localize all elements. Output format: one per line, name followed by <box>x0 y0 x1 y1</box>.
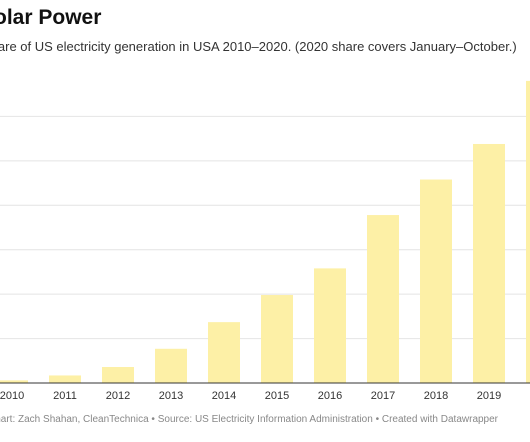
chart-footer: Chart: Zach Shahan, CleanTechnica • Sour… <box>0 414 499 425</box>
chart-title: Solar Power <box>0 6 102 29</box>
x-tick-label: 2019 <box>477 390 501 402</box>
x-tick-label: 2017 <box>371 390 395 402</box>
bar-2012 <box>102 367 134 383</box>
chart-subtitle: Share of US electricity generation in US… <box>0 39 517 54</box>
x-tick-label: 2011 <box>53 390 77 402</box>
bar-2010 <box>0 380 28 383</box>
bar-2018 <box>420 179 452 383</box>
x-tick-label: 2010 <box>0 390 24 402</box>
bar-2015 <box>261 295 293 383</box>
bar-2014 <box>208 322 240 383</box>
bar-2019 <box>473 143 505 383</box>
x-axis-ticks: 2010 2011 2012 2013 2014 2015 2016 2017 2018 2019… <box>0 390 530 402</box>
x-tick-label: 2014 <box>212 390 236 402</box>
bar-2017 <box>367 215 399 383</box>
x-tick-label: 2015 <box>265 390 289 402</box>
bar-2011 <box>49 375 81 383</box>
bar-2016 <box>314 268 346 383</box>
x-tick-label: 2016 <box>318 390 342 402</box>
bar-2020 <box>526 80 530 383</box>
bars <box>0 80 530 383</box>
x-tick-label: 2013 <box>159 390 183 402</box>
x-tick-label: 2018 <box>424 390 448 402</box>
x-tick-label: 2012 <box>106 390 130 402</box>
bar-2013 <box>155 348 187 383</box>
